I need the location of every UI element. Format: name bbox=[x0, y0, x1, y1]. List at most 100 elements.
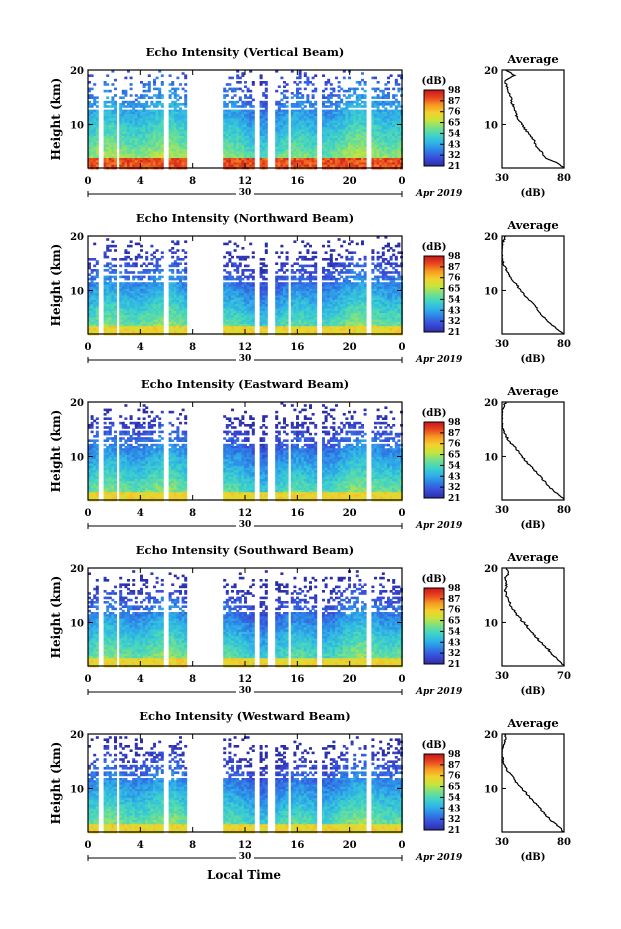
colorbar-tick-label: 32 bbox=[448, 815, 461, 825]
x-tick-label: 16 bbox=[290, 508, 304, 519]
colorbar-label: (dB) bbox=[422, 242, 447, 253]
average-x-tick-label: 70 bbox=[557, 671, 571, 682]
date-day-label: 30 bbox=[239, 354, 252, 364]
x-tick-label: 8 bbox=[189, 840, 196, 851]
colorbar bbox=[423, 753, 445, 831]
date-day-label: 30 bbox=[239, 686, 252, 696]
colorbar-tick-label: 21 bbox=[448, 494, 461, 504]
x-tick-label: 4 bbox=[137, 176, 144, 187]
x-tick-label: 20 bbox=[343, 840, 357, 851]
average-frame bbox=[501, 401, 565, 501]
average-x-tick-label: 80 bbox=[557, 837, 571, 848]
y-tick-label: 10 bbox=[70, 618, 84, 629]
date-label: Apr 2019 bbox=[415, 687, 463, 697]
colorbar bbox=[423, 89, 445, 167]
heatmap bbox=[88, 236, 403, 336]
x-tick-label: 0 bbox=[85, 508, 92, 519]
average-y-tick-label: 10 bbox=[484, 784, 498, 795]
colorbar-tick-label: 87 bbox=[448, 429, 461, 439]
colorbar-tick-label: 76 bbox=[448, 108, 461, 118]
date-day-label: 30 bbox=[239, 188, 252, 198]
colorbar-tick-label: 65 bbox=[448, 451, 461, 461]
average-xlabel: (dB) bbox=[521, 686, 546, 697]
x-tick-label: 12 bbox=[238, 840, 252, 851]
colorbar-tick-label: 98 bbox=[448, 584, 461, 594]
average-y-tick-label: 20 bbox=[484, 730, 498, 741]
date-label: Apr 2019 bbox=[415, 355, 463, 365]
average-y-tick-label: 20 bbox=[484, 66, 498, 77]
colorbar-label: (dB) bbox=[422, 574, 447, 585]
colorbar-tick-label: 87 bbox=[448, 263, 461, 273]
date-day-bg bbox=[236, 185, 254, 196]
colorbar-tick-label: 43 bbox=[448, 804, 461, 814]
x-tick-label: 0 bbox=[399, 342, 406, 353]
y-tick-label: 10 bbox=[70, 784, 84, 795]
average-y-tick-label: 20 bbox=[484, 564, 498, 575]
y-tick-label: 20 bbox=[70, 66, 84, 77]
figure-xlabel: Local Time bbox=[207, 868, 281, 882]
x-tick-label: 20 bbox=[343, 674, 357, 685]
colorbar bbox=[423, 587, 445, 665]
colorbar-tick-label: 21 bbox=[448, 660, 461, 670]
x-tick-label: 0 bbox=[399, 674, 406, 685]
average-y-tick-label: 10 bbox=[484, 286, 498, 297]
x-tick-label: 0 bbox=[85, 840, 92, 851]
colorbar-tick-label: 76 bbox=[448, 274, 461, 284]
average-xlabel: (dB) bbox=[521, 354, 546, 365]
y-tick-label: 20 bbox=[70, 232, 84, 243]
y-tick-label: 20 bbox=[70, 564, 84, 575]
x-tick-label: 0 bbox=[399, 176, 406, 187]
average-profile-line bbox=[504, 69, 564, 169]
colorbar-tick-label: 43 bbox=[448, 140, 461, 150]
date-day-bg bbox=[236, 351, 254, 362]
date-label: Apr 2019 bbox=[415, 189, 463, 199]
average-frame bbox=[501, 235, 565, 335]
panel-2: Echo Intensity (Eastward Beam) 10 20 Height… bbox=[49, 377, 571, 531]
date-day-bg bbox=[236, 683, 254, 694]
colorbar-tick-label: 65 bbox=[448, 285, 461, 295]
colorbar-tick-label: 32 bbox=[448, 317, 461, 327]
panel-0: Echo Intensity (Vertical Beam) 10 20 Height… bbox=[49, 45, 571, 199]
heatmap bbox=[88, 402, 403, 502]
panel-title: Echo Intensity (Vertical Beam) bbox=[146, 45, 345, 59]
y-tick-label: 10 bbox=[70, 452, 84, 463]
panel-3: Echo Intensity (Southward Beam) 10 20 Heigh… bbox=[49, 543, 571, 697]
average-x-tick-label: 30 bbox=[495, 505, 509, 516]
panel-title: Echo Intensity (Eastward Beam) bbox=[141, 377, 349, 391]
average-title: Average bbox=[506, 52, 558, 66]
x-tick-label: 12 bbox=[238, 342, 252, 353]
x-tick-label: 12 bbox=[238, 508, 252, 519]
colorbar-tick-label: 43 bbox=[448, 638, 461, 648]
average-title: Average bbox=[506, 384, 558, 398]
colorbar-tick-label: 76 bbox=[448, 606, 461, 616]
colorbar bbox=[423, 421, 445, 499]
colorbar-tick-label: 76 bbox=[448, 440, 461, 450]
colorbar-tick-label: 65 bbox=[448, 119, 461, 129]
average-frame bbox=[501, 69, 565, 169]
average-y-tick-label: 10 bbox=[484, 120, 498, 131]
x-tick-label: 20 bbox=[343, 508, 357, 519]
colorbar-tick-label: 98 bbox=[448, 86, 461, 96]
colorbar bbox=[423, 255, 445, 333]
date-day-bg bbox=[236, 517, 254, 528]
date-label: Apr 2019 bbox=[415, 521, 463, 531]
panel-1: Echo Intensity (Northward Beam) 10 20 Heigh… bbox=[49, 211, 571, 365]
heatmap bbox=[88, 736, 403, 834]
average-frame bbox=[501, 733, 565, 833]
x-tick-label: 16 bbox=[290, 674, 304, 685]
average-title: Average bbox=[506, 218, 558, 232]
x-tick-label: 12 bbox=[238, 176, 252, 187]
colorbar-tick-label: 32 bbox=[448, 483, 461, 493]
colorbar-tick-label: 87 bbox=[448, 97, 461, 107]
y-axis-label: Height (km) bbox=[49, 410, 63, 493]
average-y-tick-label: 20 bbox=[484, 232, 498, 243]
colorbar-tick-label: 87 bbox=[448, 595, 461, 605]
y-axis-label: Height (km) bbox=[49, 576, 63, 659]
heatmap bbox=[88, 70, 403, 170]
heatmap bbox=[88, 570, 403, 668]
colorbar-tick-label: 21 bbox=[448, 162, 461, 172]
average-title: Average bbox=[506, 550, 558, 564]
colorbar-tick-label: 76 bbox=[448, 772, 461, 782]
average-xlabel: (dB) bbox=[521, 852, 546, 863]
